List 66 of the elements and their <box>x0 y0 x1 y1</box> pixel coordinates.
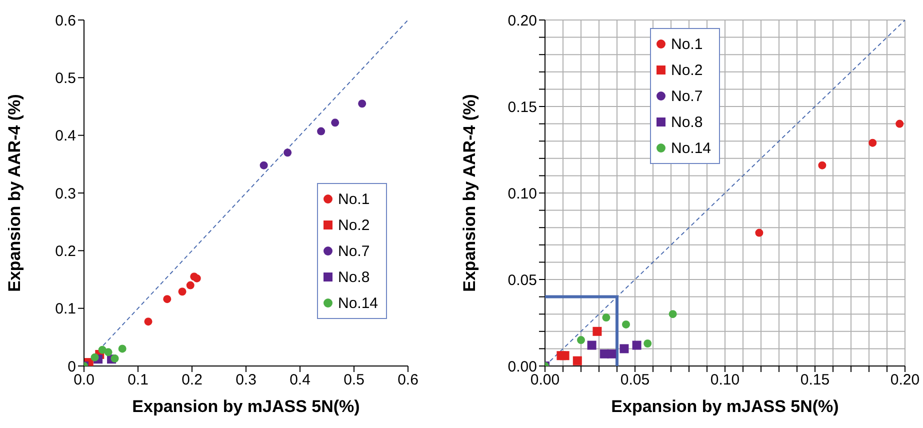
legend-label: No.14 <box>338 294 378 312</box>
x-tick-label: 0.0 <box>74 372 94 389</box>
y-tick-label: 0.2 <box>55 242 76 260</box>
y-tick-label: 0.20 <box>508 12 537 30</box>
point <box>104 348 112 356</box>
x-tick-label: 0.10 <box>710 372 740 389</box>
point <box>90 353 99 362</box>
point <box>620 344 629 354</box>
point <box>868 138 877 147</box>
point <box>577 336 585 344</box>
point <box>602 314 610 322</box>
point <box>358 100 366 108</box>
point <box>110 354 119 363</box>
y-tick-label: 0.4 <box>55 128 76 145</box>
x-tick-label: 0.3 <box>236 372 256 389</box>
point <box>186 281 194 290</box>
legend-label: No.1 <box>671 36 703 52</box>
x-tick-label: 0.5 <box>344 372 364 389</box>
legend-label: No.8 <box>671 114 703 130</box>
x-tick-label: 0.05 <box>620 372 650 389</box>
point <box>755 228 764 237</box>
x-tick-label: 0.1 <box>128 372 148 389</box>
point <box>317 127 326 136</box>
point <box>163 295 172 304</box>
point <box>896 120 904 128</box>
legend-label: No.8 <box>338 268 370 286</box>
point <box>144 318 152 326</box>
y-tick-label: 0.3 <box>55 185 76 202</box>
x-tick-label: 0.4 <box>290 372 310 389</box>
y-tick-label: 0.6 <box>55 12 76 30</box>
y-tick-label: 0.15 <box>508 98 537 116</box>
point <box>178 288 186 296</box>
point <box>622 320 630 328</box>
legend-label: No.7 <box>338 242 370 260</box>
point <box>118 344 126 353</box>
x-tick-label: 0.15 <box>800 372 830 389</box>
y-tick-label: 0.10 <box>508 185 537 202</box>
x-tick-label: 0.20 <box>890 372 920 389</box>
point <box>587 340 596 350</box>
point <box>572 356 582 366</box>
legend-label: No.14 <box>671 140 712 156</box>
point <box>560 351 570 360</box>
y-tick-label: 0.05 <box>508 272 537 289</box>
legend-label: No.7 <box>671 88 703 104</box>
x-tick-label: 0.6 <box>398 372 418 389</box>
legend-label: No.2 <box>338 216 370 234</box>
y-tick-label: 0.1 <box>55 300 76 318</box>
point <box>632 340 642 350</box>
y-axis-title: Expansion by AAR-4 (%) <box>5 94 24 292</box>
legend-label: No.1 <box>338 190 370 208</box>
point <box>668 310 677 318</box>
point <box>644 340 652 348</box>
x-tick-label: 0.2 <box>182 372 202 389</box>
point <box>607 349 616 358</box>
y-tick-label: 0.5 <box>55 70 76 87</box>
point <box>592 326 602 336</box>
point <box>284 148 292 157</box>
point <box>331 118 340 127</box>
y-axis-title: Expansion by AAR-4 (%) <box>460 94 480 292</box>
legend-label: No.2 <box>671 62 703 78</box>
point <box>260 161 268 170</box>
point <box>192 274 201 282</box>
point <box>818 161 826 170</box>
x-axis-title: Expansion by mJASS 5N(%) <box>611 397 839 416</box>
x-axis-title: Expansion by mJASS 5N(%) <box>132 397 360 416</box>
y-tick-label: 0 <box>68 358 76 376</box>
